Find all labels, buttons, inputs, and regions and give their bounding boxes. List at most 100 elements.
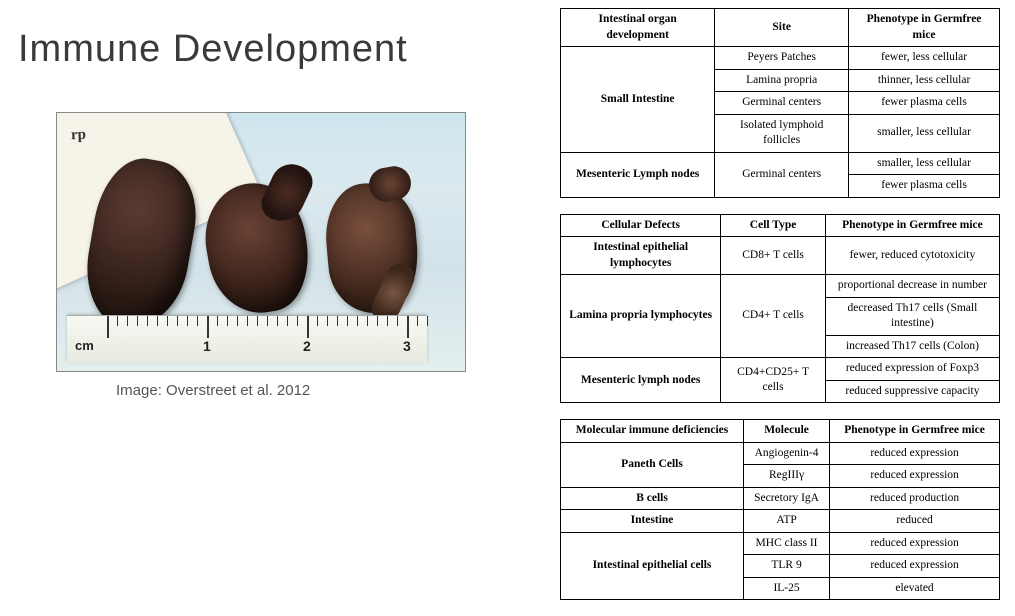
t3-cell: reduced expression <box>830 532 1000 555</box>
t3-cell: reduced <box>830 510 1000 533</box>
ruler-tick-minor <box>427 316 428 326</box>
ruler-tick-minor <box>357 316 358 326</box>
t3-g2-label: Intestine <box>561 510 744 533</box>
t3-cell: reduced production <box>830 487 1000 510</box>
tables-region: Intestinal organ development Site Phenot… <box>560 8 1000 616</box>
ruler-ticks: 1 2 3 <box>67 316 427 363</box>
t2-h1: Cell Type <box>721 214 826 237</box>
t3-cell: RegIIIγ <box>744 465 830 488</box>
ruler-tick-minor <box>217 316 218 326</box>
t2-cell: increased Th17 cells (Colon) <box>825 335 999 358</box>
t2-h2: Phenotype in Germfree mice <box>825 214 999 237</box>
ruler-tick-minor <box>167 316 168 326</box>
t2-cell: reduced expression of Foxp3 <box>825 358 999 381</box>
t2-g0-label: Intestinal epithelial lymphocytes <box>561 237 721 275</box>
ruler-tick-minor <box>417 316 418 326</box>
ruler-tick-minor <box>257 316 258 326</box>
ruler-number: 1 <box>203 338 211 354</box>
ruler-tick-minor <box>347 316 348 326</box>
t1-h0: Intestinal organ development <box>561 9 715 47</box>
t3-cell: Angiogenin-4 <box>744 442 830 465</box>
t3-cell: IL-25 <box>744 577 830 600</box>
t3-cell: ATP <box>744 510 830 533</box>
ruler-tick-minor <box>227 316 228 326</box>
t2-cell: reduced suppressive capacity <box>825 380 999 403</box>
t1-cell: Peyers Patches <box>715 47 849 70</box>
ruler-number: 3 <box>403 338 411 354</box>
ruler-tick-major <box>407 316 409 338</box>
ruler-tick-minor <box>157 316 158 326</box>
organ-sample-3 <box>322 179 423 316</box>
t2-cell: CD8+ T cells <box>721 237 826 275</box>
ruler-tick-minor <box>127 316 128 326</box>
ruler-tick-minor <box>337 316 338 326</box>
t3-cell: MHC class II <box>744 532 830 555</box>
ruler-tick-major <box>307 316 309 338</box>
ruler-tick-minor <box>287 316 288 326</box>
figure-photo: rp cm 123 <box>56 112 466 372</box>
t2-cell: fewer, reduced cytotoxicity <box>825 237 999 275</box>
t1-h1: Site <box>715 9 849 47</box>
table-organ-development: Intestinal organ development Site Phenot… <box>560 8 1000 198</box>
t1-cell: fewer plasma cells <box>849 92 1000 115</box>
t1-cell: Isolated lymphoid follicles <box>715 114 849 152</box>
ruler-tick-minor <box>247 316 248 326</box>
ruler-tick-minor <box>177 316 178 326</box>
ruler-tick-minor <box>267 316 268 326</box>
t3-g3-label: Intestinal epithelial cells <box>561 532 744 600</box>
t1-cell: Germinal centers <box>715 152 849 197</box>
t3-g1-label: B cells <box>561 487 744 510</box>
ruler-tick-major <box>107 316 109 338</box>
table-cellular-defects: Cellular Defects Cell Type Phenotype in … <box>560 214 1000 404</box>
t3-cell: TLR 9 <box>744 555 830 578</box>
t1-cell: fewer, less cellular <box>849 47 1000 70</box>
ruler-tick-minor <box>237 316 238 326</box>
ruler-tick-major <box>207 316 209 338</box>
ruler-tick-minor <box>387 316 388 326</box>
t3-g0-label: Paneth Cells <box>561 442 744 487</box>
table-molecular-deficiencies: Molecular immune deficiencies Molecule P… <box>560 419 1000 600</box>
t1-cell: Lamina propria <box>715 69 849 92</box>
ruler-tick-minor <box>297 316 298 326</box>
t2-cell: CD4+CD25+ T cells <box>721 358 826 403</box>
t3-h0: Molecular immune deficiencies <box>561 420 744 443</box>
ruler-tick-minor <box>397 316 398 326</box>
ruler-tick-minor <box>317 316 318 326</box>
t3-cell: reduced expression <box>830 442 1000 465</box>
t2-g1-label: Lamina propria lymphocytes <box>561 275 721 358</box>
ruler-tick-minor <box>137 316 138 326</box>
t3-cell: reduced expression <box>830 465 1000 488</box>
ruler-tick-minor <box>377 316 378 326</box>
t3-h1: Molecule <box>744 420 830 443</box>
t3-cell: reduced expression <box>830 555 1000 578</box>
ruler-tick-minor <box>327 316 328 326</box>
t3-h2: Phenotype in Germfree mice <box>830 420 1000 443</box>
t1-h2: Phenotype in Germfree mice <box>849 9 1000 47</box>
ruler-tick-minor <box>117 316 118 326</box>
t3-cell: Secretory IgA <box>744 487 830 510</box>
t2-g2-label: Mesenteric lymph nodes <box>561 358 721 403</box>
t2-h0: Cellular Defects <box>561 214 721 237</box>
ruler-tick-minor <box>367 316 368 326</box>
ruler-number: 2 <box>303 338 311 354</box>
t1-cell: thinner, less cellular <box>849 69 1000 92</box>
ruler-tick-minor <box>187 316 188 326</box>
paper-watermark-text: rp <box>71 127 87 145</box>
ruler-tick-minor <box>197 316 198 326</box>
page-title: Immune Development <box>18 28 408 71</box>
figure-wrap: rp cm 123 Image: Overstreet et al. 2012 <box>56 112 466 399</box>
t2-cell: decreased Th17 cells (Small intestine) <box>825 297 999 335</box>
t1-g1-label: Mesenteric Lymph nodes <box>561 152 715 197</box>
figure-caption: Image: Overstreet et al. 2012 <box>56 382 466 399</box>
t3-cell: elevated <box>830 577 1000 600</box>
t1-cell: smaller, less cellular <box>849 152 1000 175</box>
t1-cell: fewer plasma cells <box>849 175 1000 198</box>
t2-cell: proportional decrease in number <box>825 275 999 298</box>
t1-g0-label: Small Intestine <box>561 47 715 153</box>
ruler: cm 123 <box>67 315 427 363</box>
t1-cell: Germinal centers <box>715 92 849 115</box>
ruler-tick-minor <box>277 316 278 326</box>
t1-cell: smaller, less cellular <box>849 114 1000 152</box>
t2-cell: CD4+ T cells <box>721 275 826 358</box>
ruler-tick-minor <box>147 316 148 326</box>
